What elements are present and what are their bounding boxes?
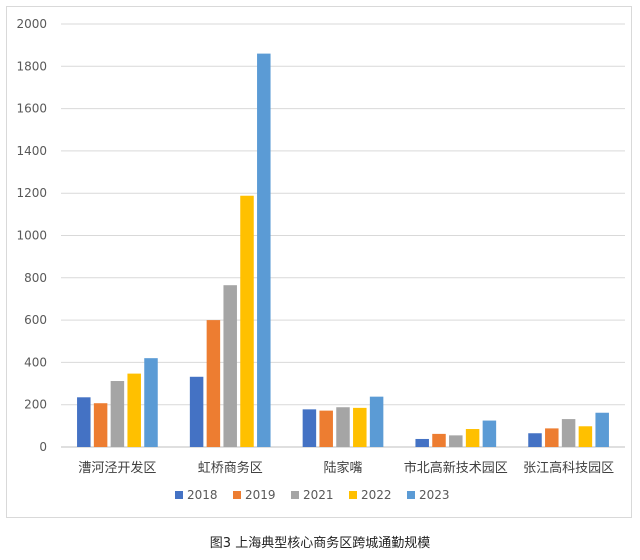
legend: 2018 2019 2021 2022 2023 bbox=[175, 488, 450, 502]
bar-2023-2 bbox=[369, 396, 384, 447]
x-tick-label: 虹桥商务区 bbox=[198, 460, 263, 476]
legend-swatch-2019 bbox=[233, 491, 241, 499]
y-tick-label: 800 bbox=[24, 271, 47, 285]
bar-2019-2 bbox=[319, 410, 333, 447]
y-tick-label: 1800 bbox=[16, 59, 47, 73]
y-tick-label: 1400 bbox=[16, 144, 47, 158]
bar-chart: 0 200 400 600 800 1000 1200 1400 1600 1800 2000 漕河… bbox=[16, 17, 625, 502]
legend-label: 2019 bbox=[245, 488, 276, 502]
bar-2023-4 bbox=[595, 412, 609, 447]
legend-swatch-2018 bbox=[175, 491, 183, 499]
legend-label: 2021 bbox=[303, 488, 334, 502]
bar-2023-1 bbox=[257, 53, 271, 448]
bar-2022-0 bbox=[127, 373, 141, 447]
legend-label: 2023 bbox=[419, 488, 450, 502]
bar-2019-4 bbox=[545, 428, 559, 447]
x-tick-label: 陆家嘴 bbox=[323, 460, 362, 476]
bar-2019-3 bbox=[432, 433, 446, 447]
y-tick-label: 200 bbox=[24, 398, 47, 412]
bar-2018-2 bbox=[302, 409, 317, 447]
bar-2018-1 bbox=[189, 376, 204, 447]
figure-caption: 图3 上海典型核心商务区跨城通勤规模 bbox=[209, 536, 431, 551]
bar-2021-3 bbox=[449, 435, 463, 447]
bar-2021-2 bbox=[336, 407, 350, 447]
y-axis-ticks: 0 200 400 600 800 1000 1200 1400 1600 1800 2000 bbox=[16, 17, 47, 454]
bar-2022-2 bbox=[353, 407, 367, 447]
bar-2019-0 bbox=[93, 403, 108, 447]
x-tick-label: 张江高科技园区 bbox=[523, 460, 614, 476]
y-tick-label: 2000 bbox=[16, 17, 47, 31]
bar-2022-3 bbox=[465, 429, 480, 447]
legend-swatch-2023 bbox=[407, 491, 415, 499]
y-tick-label: 1600 bbox=[16, 102, 47, 116]
bar-2023-3 bbox=[482, 420, 497, 447]
y-tick-label: 600 bbox=[24, 313, 47, 327]
chart-frame: 0 200 400 600 800 1000 1200 1400 1600 1800 2000 漕河… bbox=[6, 6, 632, 518]
bar-2021-1 bbox=[223, 285, 237, 447]
bar-2019-1 bbox=[206, 320, 221, 447]
y-tick-label: 400 bbox=[24, 355, 47, 369]
bar-2021-4 bbox=[561, 419, 576, 447]
legend-label: 2018 bbox=[187, 488, 218, 502]
bar-2018-4 bbox=[528, 433, 542, 447]
y-tick-label: 1000 bbox=[16, 229, 47, 243]
x-tick-label: 市北高新技术园区 bbox=[404, 460, 508, 476]
bar-2018-3 bbox=[415, 438, 429, 447]
x-axis-ticks: 漕河泾开发区 虹桥商务区 陆家嘴 市北高新技术园区 张江高科技园区 bbox=[78, 460, 614, 476]
bar-2021-0 bbox=[110, 381, 125, 447]
bar-2022-1 bbox=[240, 195, 254, 447]
bar-2022-4 bbox=[578, 426, 593, 447]
legend-swatch-2022 bbox=[349, 491, 357, 499]
y-tick-label: 1200 bbox=[16, 186, 47, 200]
x-tick-label: 漕河泾开发区 bbox=[78, 460, 156, 476]
legend-swatch-2021 bbox=[291, 491, 299, 499]
legend-label: 2022 bbox=[361, 488, 392, 502]
bar-2023-0 bbox=[144, 358, 158, 447]
y-tick-label: 0 bbox=[39, 440, 47, 454]
bar-2018-0 bbox=[77, 397, 91, 447]
bars bbox=[77, 53, 609, 448]
